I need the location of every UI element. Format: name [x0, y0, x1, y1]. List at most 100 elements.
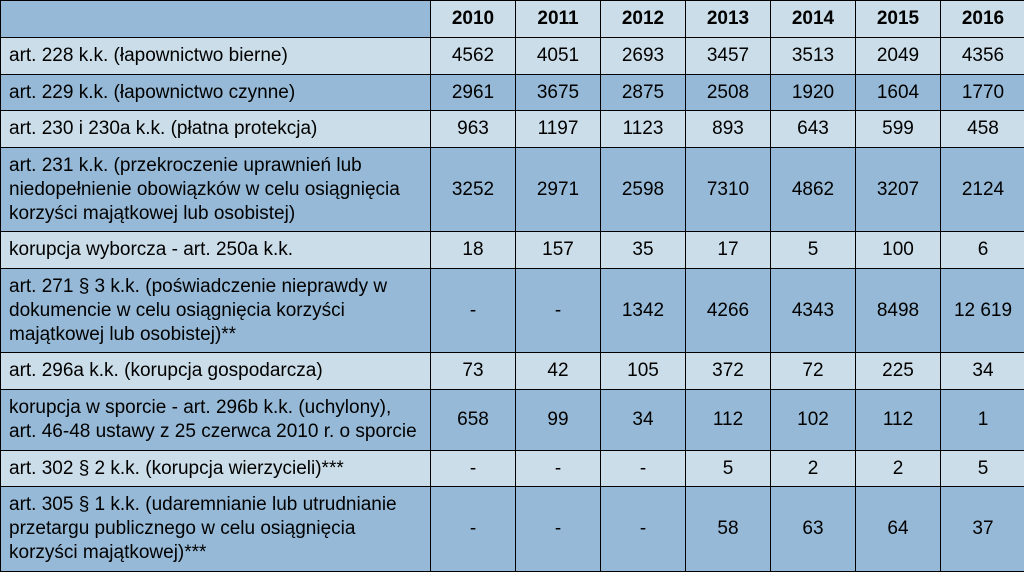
- cell-value: 1920: [771, 74, 856, 111]
- header-year: 2013: [686, 1, 771, 38]
- cell-value: 5: [686, 450, 771, 487]
- cell-value: 643: [771, 111, 856, 148]
- header-year: 2012: [601, 1, 686, 38]
- cell-value: 3252: [431, 148, 516, 232]
- row-label: art. 230 i 230a k.k. (płatna protekcja): [1, 111, 431, 148]
- table-row: art. 305 § 1 k.k. (udaremnianie lub utru…: [1, 487, 1024, 571]
- cell-value: 963: [431, 111, 516, 148]
- cell-value: 372: [686, 353, 771, 390]
- cell-value: 5: [771, 232, 856, 269]
- header-year: 2015: [856, 1, 941, 38]
- table-row: art. 228 k.k. (łapownictwo bierne)456240…: [1, 37, 1024, 74]
- cell-value: -: [516, 487, 601, 571]
- row-label: art. 229 k.k. (łapownictwo czynne): [1, 74, 431, 111]
- table-row: art. 230 i 230a k.k. (płatna protekcja)9…: [1, 111, 1024, 148]
- table-container: 2010 2011 2012 2013 2014 2015 2016 art. …: [0, 0, 1024, 572]
- cell-value: 2124: [941, 148, 1024, 232]
- cell-value: 157: [516, 232, 601, 269]
- cell-value: 1197: [516, 111, 601, 148]
- cell-value: 34: [601, 390, 686, 451]
- cell-value: 105: [601, 353, 686, 390]
- cell-value: 2508: [686, 74, 771, 111]
- cell-value: 5: [941, 450, 1024, 487]
- table-row: korupcja wyborcza - art. 250a k.k.181573…: [1, 232, 1024, 269]
- cell-value: 42: [516, 353, 601, 390]
- row-label: art. 228 k.k. (łapownictwo bierne): [1, 37, 431, 74]
- cell-value: 1123: [601, 111, 686, 148]
- cell-value: 18: [431, 232, 516, 269]
- crime-stats-table: 2010 2011 2012 2013 2014 2015 2016 art. …: [0, 0, 1024, 572]
- header-year: 2014: [771, 1, 856, 38]
- row-label: art. 271 § 3 k.k. (poświadczenie niepraw…: [1, 269, 431, 353]
- table-row: art. 231 k.k. (przekroczenie uprawnień l…: [1, 148, 1024, 232]
- cell-value: 112: [856, 390, 941, 451]
- cell-value: 17: [686, 232, 771, 269]
- cell-value: 7310: [686, 148, 771, 232]
- row-label: korupcja wyborcza - art. 250a k.k.: [1, 232, 431, 269]
- table-header: 2010 2011 2012 2013 2014 2015 2016: [1, 1, 1024, 38]
- cell-value: 1604: [856, 74, 941, 111]
- cell-value: 99: [516, 390, 601, 451]
- table-row: art. 229 k.k. (łapownictwo czynne)296136…: [1, 74, 1024, 111]
- cell-value: -: [601, 487, 686, 571]
- cell-value: 63: [771, 487, 856, 571]
- cell-value: -: [431, 487, 516, 571]
- cell-value: 112: [686, 390, 771, 451]
- cell-value: 4051: [516, 37, 601, 74]
- cell-value: 34: [941, 353, 1024, 390]
- cell-value: 4343: [771, 269, 856, 353]
- row-label: art. 302 § 2 k.k. (korupcja wierzycieli)…: [1, 450, 431, 487]
- cell-value: 8498: [856, 269, 941, 353]
- cell-value: 458: [941, 111, 1024, 148]
- cell-value: 72: [771, 353, 856, 390]
- cell-value: 2875: [601, 74, 686, 111]
- cell-value: 58: [686, 487, 771, 571]
- table-row: korupcja w sporcie - art. 296b k.k. (uch…: [1, 390, 1024, 451]
- cell-value: 1342: [601, 269, 686, 353]
- cell-value: 6: [941, 232, 1024, 269]
- table-body: art. 228 k.k. (łapownictwo bierne)456240…: [1, 37, 1024, 571]
- cell-value: -: [431, 269, 516, 353]
- header-row: 2010 2011 2012 2013 2014 2015 2016: [1, 1, 1024, 38]
- cell-value: 102: [771, 390, 856, 451]
- header-blank: [1, 1, 431, 38]
- cell-value: -: [601, 450, 686, 487]
- header-year: 2011: [516, 1, 601, 38]
- cell-value: 4862: [771, 148, 856, 232]
- cell-value: 3513: [771, 37, 856, 74]
- cell-value: 35: [601, 232, 686, 269]
- cell-value: 4356: [941, 37, 1024, 74]
- table-row: art. 302 § 2 k.k. (korupcja wierzycieli)…: [1, 450, 1024, 487]
- cell-value: 599: [856, 111, 941, 148]
- cell-value: 658: [431, 390, 516, 451]
- table-row: art. 296a k.k. (korupcja gospodarcza)734…: [1, 353, 1024, 390]
- cell-value: 12 619: [941, 269, 1024, 353]
- cell-value: 3457: [686, 37, 771, 74]
- row-label: korupcja w sporcie - art. 296b k.k. (uch…: [1, 390, 431, 451]
- cell-value: 2693: [601, 37, 686, 74]
- cell-value: -: [431, 450, 516, 487]
- cell-value: 2: [856, 450, 941, 487]
- row-label: art. 231 k.k. (przekroczenie uprawnień l…: [1, 148, 431, 232]
- cell-value: 73: [431, 353, 516, 390]
- cell-value: 100: [856, 232, 941, 269]
- cell-value: 2049: [856, 37, 941, 74]
- cell-value: 37: [941, 487, 1024, 571]
- cell-value: 2961: [431, 74, 516, 111]
- row-label: art. 305 § 1 k.k. (udaremnianie lub utru…: [1, 487, 431, 571]
- cell-value: 1: [941, 390, 1024, 451]
- cell-value: -: [516, 450, 601, 487]
- cell-value: 4562: [431, 37, 516, 74]
- cell-value: -: [516, 269, 601, 353]
- cell-value: 2971: [516, 148, 601, 232]
- header-year: 2010: [431, 1, 516, 38]
- cell-value: 3675: [516, 74, 601, 111]
- cell-value: 2: [771, 450, 856, 487]
- table-row: art. 271 § 3 k.k. (poświadczenie niepraw…: [1, 269, 1024, 353]
- cell-value: 1770: [941, 74, 1024, 111]
- cell-value: 64: [856, 487, 941, 571]
- cell-value: 4266: [686, 269, 771, 353]
- cell-value: 3207: [856, 148, 941, 232]
- cell-value: 225: [856, 353, 941, 390]
- cell-value: 893: [686, 111, 771, 148]
